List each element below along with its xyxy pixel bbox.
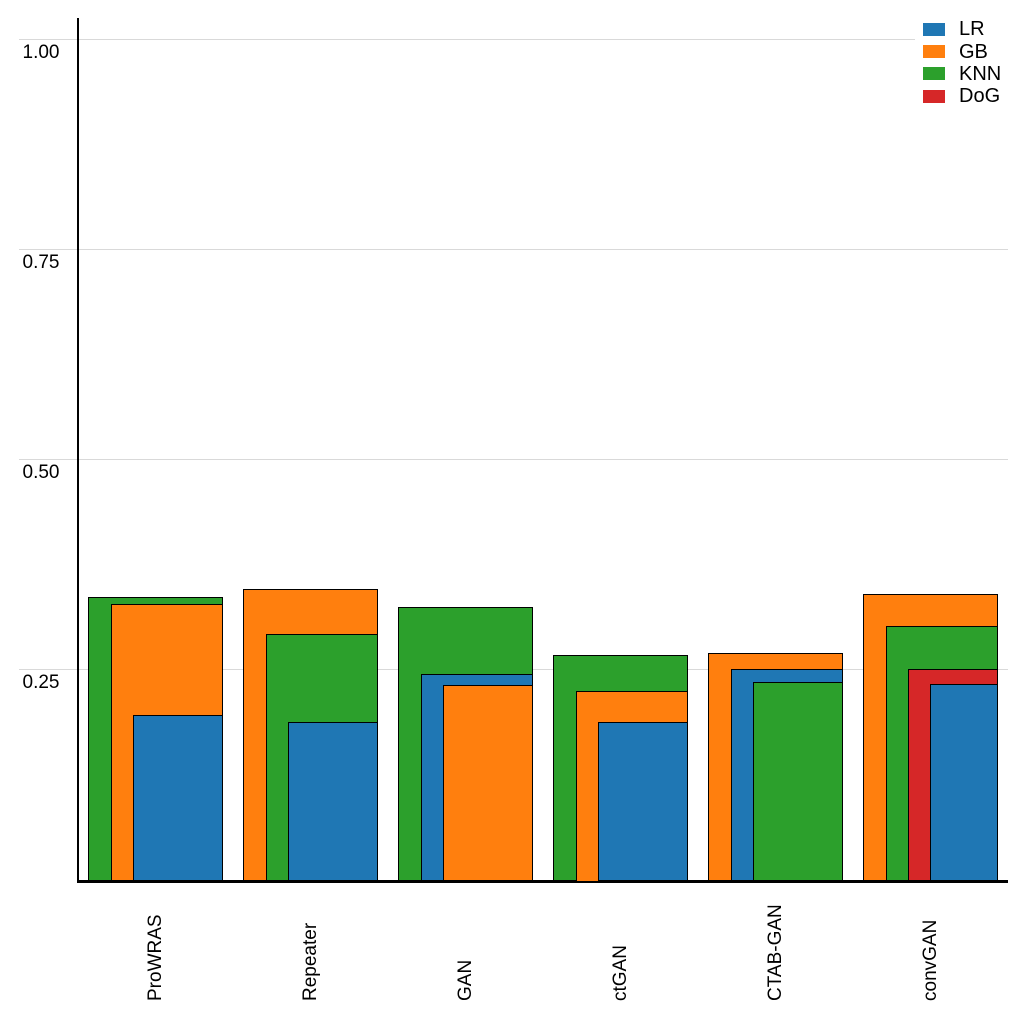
gridline-0.75 (19, 248, 1008, 251)
bar-ctab-gan-knn (753, 682, 843, 882)
legend-item-knn: KNN (923, 63, 1001, 85)
legend-swatch-icon (923, 89, 945, 103)
y-tick-label: 1.00 (22, 41, 60, 63)
legend-swatch-icon (923, 45, 945, 59)
y-tick-label: 0.75 (22, 251, 60, 273)
legend-label: KNN (959, 62, 1002, 85)
x-tick-label: GAN (454, 959, 476, 1001)
y-axis-line (77, 18, 79, 882)
bar-prowras-lr (133, 714, 223, 882)
bar-repeater-lr (288, 722, 378, 882)
bar-convgan-lr (930, 683, 998, 882)
legend-item-dog: DoG (923, 85, 1001, 107)
gridline-1.00 (19, 38, 1008, 41)
bar-ctgan-lr (598, 721, 688, 882)
legend-label: LR (959, 18, 985, 41)
legend-label: GB (959, 40, 988, 63)
legend: LR GB KNN DoG (915, 12, 1010, 114)
legend-item-gb: GB (923, 40, 1001, 62)
x-axis-line (77, 880, 1008, 883)
y-tick-label: 0.25 (22, 671, 60, 693)
legend-item-lr: LR (923, 18, 1001, 40)
y-tick-label: 0.50 (22, 461, 60, 483)
x-tick-label: ctGAN (609, 945, 631, 1001)
legend-swatch-icon (923, 22, 945, 36)
gridline-0.50 (19, 458, 1008, 461)
legend-swatch-icon (923, 67, 945, 81)
bar-gan-gb (443, 685, 533, 882)
x-tick-label: ProWRAS (144, 914, 166, 1001)
x-tick-label: Repeater (299, 922, 321, 1001)
x-tick-label: convGAN (919, 919, 941, 1001)
x-tick-label: CTAB-GAN (764, 904, 786, 1001)
legend-label: DoG (959, 85, 1001, 108)
